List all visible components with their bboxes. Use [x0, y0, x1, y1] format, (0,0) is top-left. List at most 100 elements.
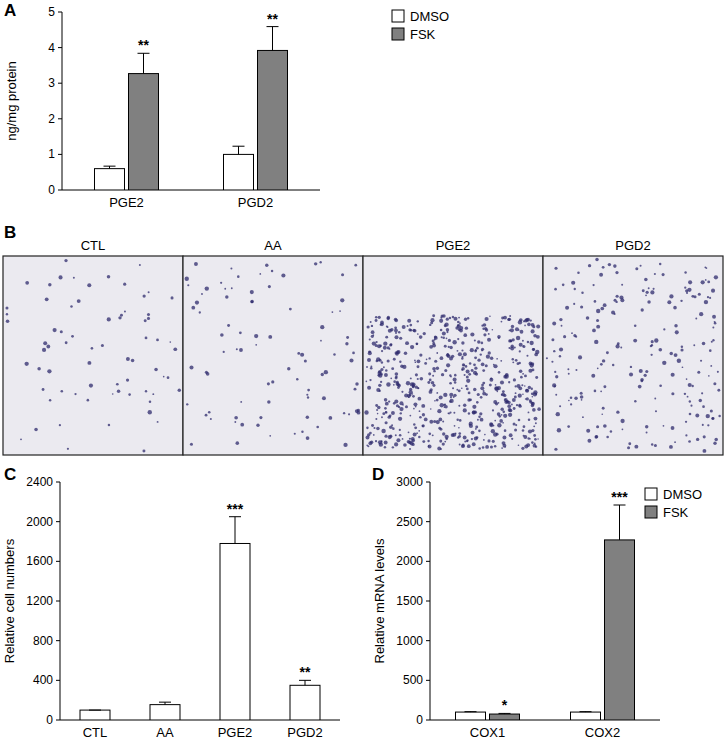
cell-dot — [559, 347, 563, 351]
cell-dot — [319, 261, 321, 263]
cell-dot — [574, 397, 578, 401]
error-stem — [272, 27, 273, 51]
y-axis-label: ng/mg protein — [4, 61, 19, 141]
cell-dot — [458, 352, 462, 356]
cell-dot — [526, 355, 528, 357]
cell-dot — [267, 382, 270, 385]
cell-dot — [48, 283, 51, 286]
cell-dot — [497, 402, 499, 404]
cell-dot — [434, 360, 437, 363]
cell-dot — [518, 419, 521, 422]
y-tick-label: 2500 — [396, 515, 423, 529]
x-tick-label: COX2 — [585, 725, 620, 740]
cell-dot — [466, 439, 468, 441]
cell-dot — [369, 432, 372, 435]
cell-dot — [714, 275, 718, 279]
cell-dot — [399, 434, 402, 437]
y-tick — [56, 720, 60, 721]
cell-dot — [254, 334, 258, 338]
cell-dot — [378, 316, 381, 319]
cell-dot — [289, 308, 292, 311]
cell-dot — [487, 338, 491, 342]
cell-dot — [417, 378, 419, 380]
cell-dot — [424, 362, 427, 365]
y-tick-label: 4 — [48, 41, 55, 55]
image-frame — [183, 256, 363, 455]
cell-dot — [307, 396, 309, 398]
cell-dot — [507, 404, 511, 408]
cell-dot — [453, 378, 457, 382]
cell-dot — [267, 400, 270, 403]
cell-dot — [471, 369, 474, 372]
micrograph — [543, 256, 723, 455]
cell-dot — [671, 426, 675, 430]
cell-dot — [559, 405, 561, 407]
cell-dot — [408, 328, 411, 331]
cell-dot — [429, 379, 432, 382]
cell-dot — [386, 382, 390, 386]
micrograph — [3, 256, 183, 455]
cell-dot — [706, 414, 710, 418]
cell-dot — [705, 267, 707, 269]
cell-dot — [418, 397, 422, 401]
cell-dot — [340, 298, 344, 302]
cell-dot — [570, 396, 573, 399]
cell-dot — [450, 399, 454, 403]
cell-dot — [481, 325, 483, 327]
cell-dot — [385, 411, 387, 413]
cell-dot — [522, 429, 525, 432]
cell-dot — [663, 425, 665, 427]
cell-dot — [659, 348, 663, 352]
cell-dot — [455, 326, 459, 330]
cell-dot — [377, 344, 381, 348]
cell-dot — [376, 427, 380, 431]
cell-dot — [444, 324, 447, 327]
cell-dot — [440, 329, 443, 332]
cell-dot — [394, 318, 397, 321]
cell-dot — [677, 359, 681, 363]
cell-dot — [532, 325, 535, 328]
cell-dot — [25, 281, 29, 285]
cell-dot — [385, 402, 389, 406]
cell-dot — [210, 418, 212, 420]
cell-dot — [87, 283, 91, 287]
cell-dot — [524, 385, 526, 387]
cell-dot — [674, 324, 677, 327]
cell-dot — [522, 340, 524, 342]
cell-dot — [417, 333, 419, 335]
legend-label: DMSO — [410, 9, 449, 24]
cell-dot — [371, 330, 375, 334]
cell-dot — [268, 335, 272, 339]
y-tick — [426, 521, 430, 522]
cell-dot — [379, 359, 382, 362]
cell-dot — [646, 291, 649, 294]
cell-dot — [695, 318, 697, 320]
cell-dot — [189, 366, 193, 370]
chart-panel: Ang/mg protein012345PGE2**PGD2**DMSOFSK — [4, 1, 449, 210]
cell-dot — [568, 373, 570, 375]
cell-dot — [449, 400, 452, 403]
cell-dot — [497, 412, 501, 416]
cell-dot — [638, 385, 642, 389]
cell-dot — [580, 305, 583, 308]
cell-dot — [322, 396, 326, 400]
cell-dot — [596, 309, 600, 313]
cell-dot — [458, 435, 461, 438]
panel-label: B — [4, 223, 16, 242]
cell-dot — [693, 295, 696, 298]
cell-dot — [704, 300, 708, 304]
cell-dot — [498, 371, 501, 374]
cell-dot — [366, 427, 369, 430]
cell-dot — [527, 437, 530, 440]
cell-dot — [419, 416, 422, 419]
cell-dot — [447, 354, 451, 358]
cell-dot — [442, 331, 446, 335]
y-tick — [56, 640, 60, 641]
cell-dot — [255, 344, 257, 346]
cell-dot — [525, 318, 529, 322]
cell-dot — [490, 377, 492, 379]
y-tick-label: 5 — [48, 5, 55, 19]
cell-dot — [592, 329, 596, 333]
error-stem — [143, 53, 144, 73]
cell-dot — [640, 265, 642, 267]
